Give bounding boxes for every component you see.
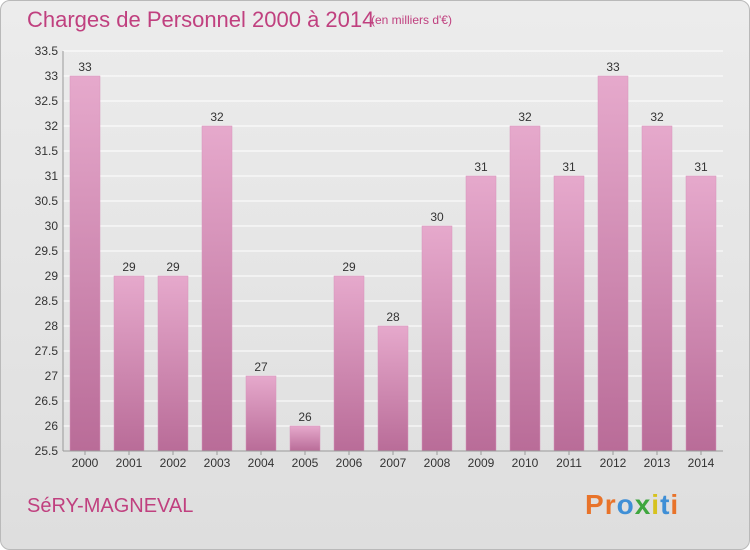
bar [157,275,189,452]
bar [685,175,717,452]
y-tick-label: 32.5 [35,94,59,108]
data-label: 33 [78,60,92,74]
bar [245,375,277,452]
data-label: 31 [694,160,708,174]
bar [69,75,101,452]
data-label: 27 [254,360,268,374]
bar [641,125,673,452]
bar [333,275,365,452]
data-label: 28 [386,310,400,324]
x-tick-label: 2010 [512,456,539,470]
x-axis: 2000 2001 2002 2003 2004 2005 2006 2007 2008 2009… [72,451,715,470]
logo-letter: P [585,489,605,520]
y-tick-label: 25.5 [35,444,59,458]
y-tick-label: 30 [45,219,59,233]
data-label: 30 [430,210,444,224]
x-tick-label: 2003 [204,456,231,470]
data-label: 32 [210,110,224,124]
data-label: 29 [166,260,180,274]
data-labels: 33 29 29 32 27 26 29 28 30 31 32 31 33 32 31 [78,60,708,424]
x-tick-label: 2014 [688,456,715,470]
y-tick-label: 31 [45,169,59,183]
x-tick-label: 2001 [116,456,143,470]
data-label: 32 [518,110,532,124]
proxiti-logo: Proxiti [585,489,679,521]
y-tick-label: 33.5 [35,44,59,58]
data-label: 32 [650,110,664,124]
x-tick-label: 2011 [556,456,582,470]
x-tick-label: 2008 [424,456,451,470]
bar [597,75,629,452]
y-tick-label: 30.5 [35,194,59,208]
bar [421,225,453,452]
logo-letter: x [634,489,652,520]
y-tick-label: 28 [45,319,59,333]
x-tick-label: 2013 [644,456,671,470]
bar [113,275,145,452]
data-label: 26 [298,410,312,424]
bar [201,125,233,452]
data-label: 29 [122,260,136,274]
x-tick-label: 2000 [72,456,99,470]
logo-letter: i [670,489,680,520]
y-tick-label: 31.5 [35,144,59,158]
x-tick-label: 2012 [600,456,627,470]
x-tick-label: 2004 [248,456,275,470]
logo-letter: r [604,489,617,520]
data-label: 33 [606,60,620,74]
y-tick-label: 27 [45,369,59,383]
x-tick-label: 2006 [336,456,363,470]
data-label: 31 [474,160,488,174]
logo-letter: t [660,489,671,520]
x-tick-label: 2007 [380,456,407,470]
y-tick-label: 26 [45,419,59,433]
y-tick-label: 27.5 [35,344,59,358]
y-tick-label: 32 [45,119,59,133]
bar [465,175,497,452]
bar [377,325,409,452]
y-tick-label: 28.5 [35,294,59,308]
logo-letter: o [616,489,635,520]
y-tick-label: 33 [45,69,59,83]
x-tick-label: 2009 [468,456,495,470]
x-tick-label: 2005 [292,456,319,470]
x-tick-label: 2002 [160,456,187,470]
chart-subtitle: (en milliers d'€) [371,13,452,27]
logo-letter: i [651,489,661,520]
bar [289,425,321,452]
data-label: 31 [562,160,576,174]
bar [509,125,541,452]
y-tick-label: 26.5 [35,394,59,408]
y-tick-label: 29.5 [35,244,59,258]
bars [69,75,717,452]
y-tick-label: 29 [45,269,59,283]
chart-title: Charges de Personnel 2000 à 2014 [27,7,375,32]
bar [553,175,585,452]
commune-name: SéRY-MAGNEVAL [27,495,194,517]
data-label: 29 [342,260,356,274]
